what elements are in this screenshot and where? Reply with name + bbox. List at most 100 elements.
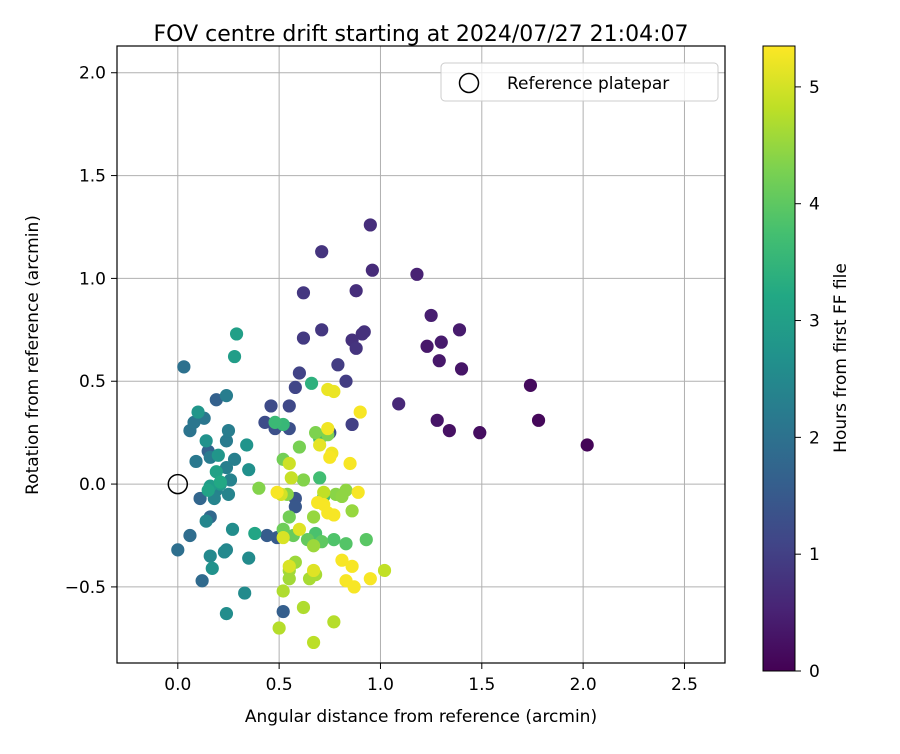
data-point [327, 533, 341, 547]
data-point [268, 415, 282, 429]
data-point [335, 489, 349, 504]
colorbar-ticks: 0 1 2 3 4 5 [795, 78, 820, 682]
data-point [260, 528, 274, 543]
y-tick-label: 1.0 [79, 269, 106, 289]
data-point [430, 413, 444, 427]
data-point [242, 551, 256, 565]
plot-frame [116, 45, 726, 664]
data-point [424, 308, 438, 323]
x-tick-label: 0.0 [164, 675, 191, 695]
data-point [189, 454, 203, 469]
colorbar-tick-label: 2 [809, 428, 820, 448]
data-point [331, 358, 345, 372]
data-point [240, 438, 254, 452]
data-point [282, 456, 296, 471]
data-point [227, 349, 242, 364]
data-point [195, 574, 209, 588]
data-point [359, 533, 373, 547]
data-point [343, 456, 357, 471]
data-point [199, 514, 213, 528]
data-point [306, 635, 321, 650]
data-point [365, 263, 379, 277]
data-point [327, 615, 341, 629]
data-point [270, 485, 284, 499]
data-point [296, 473, 311, 487]
data-point [282, 399, 296, 413]
data-point [306, 510, 321, 524]
data-point [304, 376, 319, 390]
data-point [454, 362, 469, 376]
x-tick-label: 1.5 [468, 675, 495, 695]
data-point [315, 323, 329, 337]
data-point [353, 405, 367, 419]
data-point [321, 421, 335, 436]
y-tick-label: 1.5 [79, 167, 106, 187]
data-point [452, 323, 467, 337]
x-tick-label: 1.0 [367, 675, 394, 695]
data-point [292, 522, 306, 536]
data-point [211, 448, 225, 462]
data-point [327, 384, 341, 399]
data-point [223, 473, 238, 487]
y-tick-label: −0.5 [65, 578, 106, 598]
data-point [252, 481, 266, 495]
data-point [580, 438, 594, 452]
data-point [313, 438, 327, 452]
data-point [183, 528, 197, 543]
data-point [363, 572, 377, 586]
data-point [531, 413, 546, 427]
data-point [327, 508, 341, 522]
data-point [177, 360, 191, 374]
data-point [191, 405, 205, 419]
data-point [306, 539, 321, 553]
colorbar-tick-label: 5 [809, 78, 820, 98]
data-point [292, 440, 306, 454]
data-point [276, 530, 290, 545]
colorbar-tick-label: 4 [809, 195, 820, 215]
data-point [258, 415, 272, 429]
data-point [434, 335, 448, 349]
data-point [288, 500, 302, 514]
x-axis-ticks: 0.0 0.5 1.0 1.5 2.0 2.5 [164, 663, 698, 695]
data-point [282, 572, 296, 586]
y-tick-label: 0.5 [79, 372, 106, 392]
legend-marker-icon [458, 72, 480, 94]
data-point [276, 604, 290, 619]
data-point [272, 621, 286, 635]
colorbar-tick-label: 0 [809, 662, 820, 682]
data-point [203, 549, 217, 563]
data-point [296, 286, 311, 300]
data-point [473, 426, 487, 440]
data-point [339, 374, 353, 388]
data-point [351, 485, 365, 499]
data-point [345, 559, 359, 573]
data-point [227, 452, 242, 466]
data-point [420, 339, 434, 353]
chart-title: FOV centre drift starting at 2024/07/27 … [154, 22, 689, 47]
data-point [199, 434, 213, 448]
data-point [349, 341, 363, 355]
data-point [229, 327, 244, 341]
data-points [171, 218, 594, 650]
data-point [345, 417, 359, 432]
data-point [219, 389, 234, 403]
reference-platepar-marker [167, 473, 189, 495]
data-point [282, 559, 296, 573]
data-point [221, 487, 236, 501]
data-point [217, 545, 232, 559]
data-point [355, 327, 369, 341]
data-point [392, 397, 406, 411]
data-point [276, 584, 290, 598]
data-point [238, 586, 252, 600]
y-axis-label: Rotation from reference (arcmin) [23, 215, 43, 495]
colorbar: 0 1 2 3 4 5 Hours from first FF file [762, 45, 851, 682]
data-point [523, 378, 538, 392]
data-point [313, 471, 327, 485]
data-point [345, 504, 359, 518]
data-point [248, 526, 262, 541]
legend-label: Reference platepar [507, 74, 669, 94]
data-point [363, 218, 377, 232]
data-point [205, 561, 219, 575]
data-point [335, 553, 349, 567]
